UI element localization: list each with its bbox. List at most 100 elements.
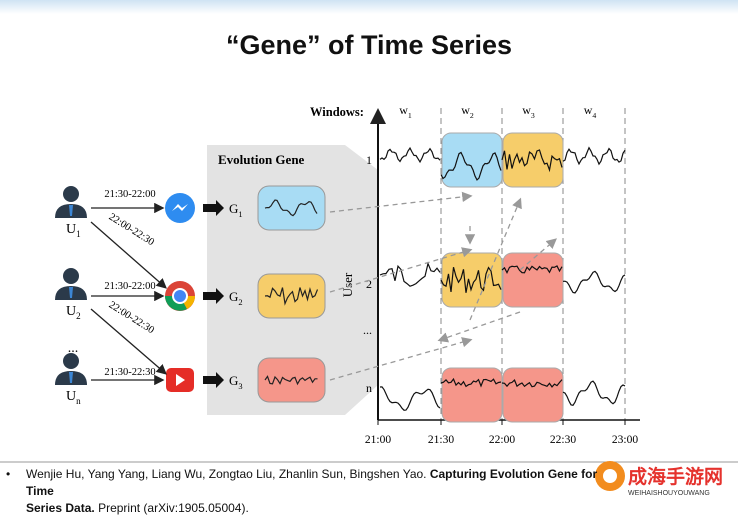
gene-label-sub: 1 (238, 209, 242, 219)
window-label-main: w (461, 103, 470, 117)
time-range: 21:30-22:00 (104, 281, 155, 292)
watermark: 成海手游网 WEIHAISHOUYOUWANG (595, 461, 723, 497)
gene-label: G2 (229, 289, 243, 307)
series-signal (440, 151, 502, 181)
slide: “Gene” of Time Series Evolution Gene U1U… (0, 0, 738, 497)
user-label: U2 (66, 304, 81, 321)
panel-title: Evolution Gene (218, 152, 305, 167)
series-signal (562, 270, 626, 294)
user-head (63, 353, 79, 369)
gene-signal (264, 199, 318, 217)
gene-signal (264, 286, 319, 306)
y-axis-label: User (340, 272, 355, 297)
gene-arrow (203, 200, 224, 216)
window-label: w3 (522, 103, 535, 120)
window-label-main: w (399, 103, 408, 117)
gene-label-sub: 3 (238, 381, 242, 391)
gene-link (469, 197, 522, 321)
gene-link (519, 238, 557, 271)
user-label-main: U (66, 304, 76, 319)
gene-signal (264, 375, 318, 386)
windows-label: Windows: (310, 105, 364, 119)
top-bar (0, 0, 738, 14)
gene-link (329, 337, 473, 381)
series-signal (501, 378, 563, 388)
chrome-center (172, 288, 188, 304)
user-label-sub: 2 (76, 311, 81, 321)
authors: Wenjie Hu, Yang Yang, Liang Wu, Zongtao … (26, 467, 427, 481)
x-tick-label: 23:00 (612, 434, 638, 446)
user-icon (55, 186, 87, 218)
window-label-sub: 3 (531, 111, 535, 120)
window-box (441, 367, 503, 423)
gene-link (329, 191, 473, 213)
window-box (502, 132, 564, 188)
window-label-sub: 1 (408, 111, 412, 120)
user-label-main: U (66, 389, 76, 404)
user-icon (55, 268, 87, 300)
series-signal (440, 377, 502, 388)
title: “Gene” of Time Series (226, 30, 512, 60)
youtube-play (176, 374, 185, 386)
time-range: 22:00-22:30 (107, 300, 156, 337)
venue: Preprint (arXiv:1905.05004). (98, 501, 249, 515)
paper-title-cont: Series Data. (26, 501, 95, 515)
window-label: w1 (399, 103, 412, 120)
user-label: U1 (66, 222, 81, 239)
gene-link (437, 311, 521, 343)
series-signal (440, 266, 502, 293)
user-tie (69, 372, 73, 383)
gene-label-main: G (229, 373, 238, 388)
gene-box (257, 185, 326, 231)
user-head (63, 268, 79, 284)
user-gap: ... (68, 341, 79, 356)
paper-title: Capturing Evolution Gene for Time (26, 467, 598, 498)
x-tick-label: 22:00 (489, 434, 515, 446)
window-label-main: w (522, 103, 531, 117)
user-icon (55, 353, 87, 385)
gene-label-main: G (229, 201, 238, 216)
assignment-arrow (90, 308, 167, 375)
time-range: 21:30-22:00 (104, 189, 155, 200)
watermark-name: 成海手游网 (628, 465, 723, 488)
time-range: 21:30-22:30 (104, 367, 155, 378)
window-box (441, 132, 503, 188)
gene-arrow (203, 372, 224, 388)
series-signal (562, 380, 626, 406)
gene-label: G1 (229, 201, 243, 219)
user-label-main: U (66, 222, 76, 237)
series-signal (501, 149, 563, 173)
x-tick-label: 21:30 (428, 434, 454, 446)
user-head (63, 186, 79, 202)
user-label: Un (66, 389, 81, 406)
x-tick-label: 21:00 (365, 434, 391, 446)
messenger-bolt (172, 204, 188, 211)
series-signal (562, 146, 626, 166)
bullet: • (6, 467, 11, 481)
gene-label: G3 (229, 373, 243, 391)
window-label: w2 (461, 103, 474, 120)
window-label-sub: 4 (592, 111, 596, 120)
user-tie (69, 205, 73, 216)
series-signal (379, 146, 441, 164)
window-label-main: w (584, 103, 593, 117)
window-box (502, 367, 564, 423)
x-tick-label: 22:30 (550, 434, 576, 446)
window-label: w4 (584, 103, 597, 120)
row-label: ... (363, 323, 372, 337)
user-tie (69, 287, 73, 298)
window-label-sub: 2 (470, 111, 474, 120)
window-box (502, 252, 564, 308)
user-label-sub: n (76, 396, 81, 406)
series-signal (379, 386, 441, 411)
gene-arrow (203, 288, 224, 304)
watermark-url: WEIHAISHOUYOUWANG (628, 490, 710, 497)
series-signal (501, 265, 563, 274)
row-label: 1 (366, 153, 372, 167)
gene-label-main: G (229, 289, 238, 304)
series-signal (379, 261, 441, 287)
gene-label-sub: 2 (238, 297, 242, 307)
user-label-sub: 1 (76, 229, 81, 239)
assignment-arrow (90, 221, 167, 289)
